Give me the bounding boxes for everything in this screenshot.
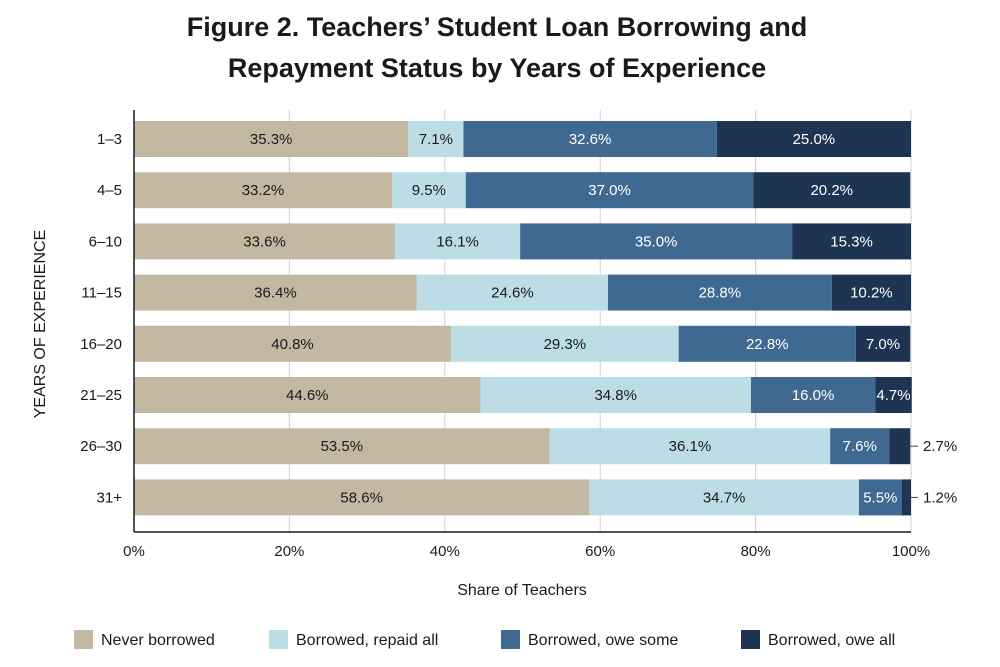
axes: 0% 20% 40% 60% 80% 100% 1–3 4–5 6–10 11–15 16–20 21… (80, 110, 930, 560)
x-tick-label: 0% (123, 543, 145, 560)
bar-segment (134, 121, 409, 157)
data-label: 44.6% (286, 387, 329, 404)
data-label: 2.7% (923, 438, 957, 455)
bar-segment (134, 479, 590, 516)
bar-segment (463, 121, 717, 157)
bar-segment (134, 325, 452, 362)
legend-label: Borrowed, owe some (528, 632, 678, 649)
data-label: 36.4% (254, 285, 297, 302)
data-label: 35.0% (635, 233, 678, 250)
data-label: 25.0% (793, 131, 836, 148)
bar-segment (408, 121, 464, 157)
y-tick-label: 21–25 (80, 387, 122, 404)
data-label: 5.5% (863, 489, 897, 506)
legend-swatch (74, 630, 93, 649)
data-label: 28.8% (699, 285, 742, 302)
bar-segment (465, 172, 754, 209)
chart-title: Figure 2. Teachers’ Student Loan Borrowi… (187, 12, 808, 83)
bar-segment (451, 325, 679, 362)
y-tick-label: 1–3 (97, 131, 122, 148)
data-label: 36.1% (669, 438, 712, 455)
y-axis-label: YEARS OF EXPERIENCE (32, 230, 49, 419)
bar-segment (716, 121, 911, 157)
bar-segment (901, 479, 911, 516)
y-tick-label: 4–5 (97, 182, 122, 199)
data-label: 37.0% (588, 182, 631, 199)
data-label: 34.7% (703, 489, 746, 506)
data-label: 16.1% (436, 233, 479, 250)
data-label: 33.6% (243, 233, 286, 250)
bar-segment (549, 428, 831, 465)
x-axis-label: Share of Teachers (457, 582, 587, 599)
y-tick-label: 26–30 (80, 438, 122, 455)
bar-segment (416, 274, 608, 311)
data-label: 16.0% (792, 387, 835, 404)
data-label: 22.8% (746, 336, 789, 353)
bar-segment (134, 377, 481, 413)
bar-segment (134, 172, 392, 209)
bar-segment (875, 377, 912, 413)
chart-title-line-1: Figure 2. Teachers’ Student Loan Borrowi… (187, 12, 808, 42)
bar-segment (134, 274, 417, 311)
data-label: 7.0% (866, 336, 900, 353)
x-tick-label: 100% (892, 543, 930, 560)
bar-segment (589, 479, 859, 516)
bar-segment (750, 377, 876, 413)
bars: 35.3% 7.1% 32.6% 25.0% 33.2% 9.5% 37.0% 20.2% 33… (134, 121, 957, 516)
legend-label: Borrowed, owe all (768, 632, 895, 649)
y-tick-label: 31+ (97, 489, 123, 506)
legend: Never borrowed Borrowed, repaid all Borrow… (74, 630, 895, 649)
bar-segment (753, 172, 911, 209)
data-label: 24.6% (491, 285, 534, 302)
data-label: 9.5% (412, 182, 446, 199)
y-tick-label: 16–20 (80, 336, 122, 353)
data-label: 34.8% (594, 387, 637, 404)
bar-segment (134, 428, 550, 465)
data-label: 4.7% (876, 387, 910, 404)
bar-segment (480, 377, 751, 413)
legend-swatch (269, 630, 288, 649)
legend-label: Never borrowed (101, 632, 215, 649)
data-label: 33.2% (242, 182, 285, 199)
x-tick-label: 80% (741, 543, 771, 560)
y-tick-label: 6–10 (89, 233, 122, 250)
y-tick-label: 11–15 (81, 285, 122, 302)
data-label: 15.3% (830, 233, 873, 250)
bar-segment (395, 223, 521, 260)
bar-segment (858, 479, 902, 516)
bar-segment (831, 274, 911, 311)
x-tick-label: 20% (274, 543, 304, 560)
x-tick-label: 60% (585, 543, 615, 560)
data-label: 20.2% (810, 182, 853, 199)
legend-swatch (501, 630, 520, 649)
data-label: 40.8% (271, 336, 314, 353)
bar-segment (855, 325, 911, 362)
x-tick-label: 40% (430, 543, 460, 560)
data-label: 29.3% (544, 336, 587, 353)
data-label: 7.1% (419, 131, 453, 148)
data-label: 10.2% (850, 285, 893, 302)
bar-segment (134, 223, 396, 260)
data-label: 1.2% (923, 489, 957, 506)
legend-label: Borrowed, repaid all (296, 632, 438, 649)
bar-segment (520, 223, 793, 260)
chart-title-line-2: Repayment Status by Years of Experience (228, 53, 766, 83)
data-label: 32.6% (569, 131, 612, 148)
bar-segment (391, 172, 466, 209)
bar-segment (678, 325, 856, 362)
data-label: 7.6% (843, 438, 877, 455)
data-label: 58.6% (340, 489, 383, 506)
bar-segment (792, 223, 911, 260)
legend-swatch (741, 630, 760, 649)
bar-segment (889, 428, 911, 465)
bar-segment (607, 274, 832, 311)
data-label: 53.5% (321, 438, 364, 455)
data-label: 35.3% (250, 131, 293, 148)
bar-segment (830, 428, 890, 465)
